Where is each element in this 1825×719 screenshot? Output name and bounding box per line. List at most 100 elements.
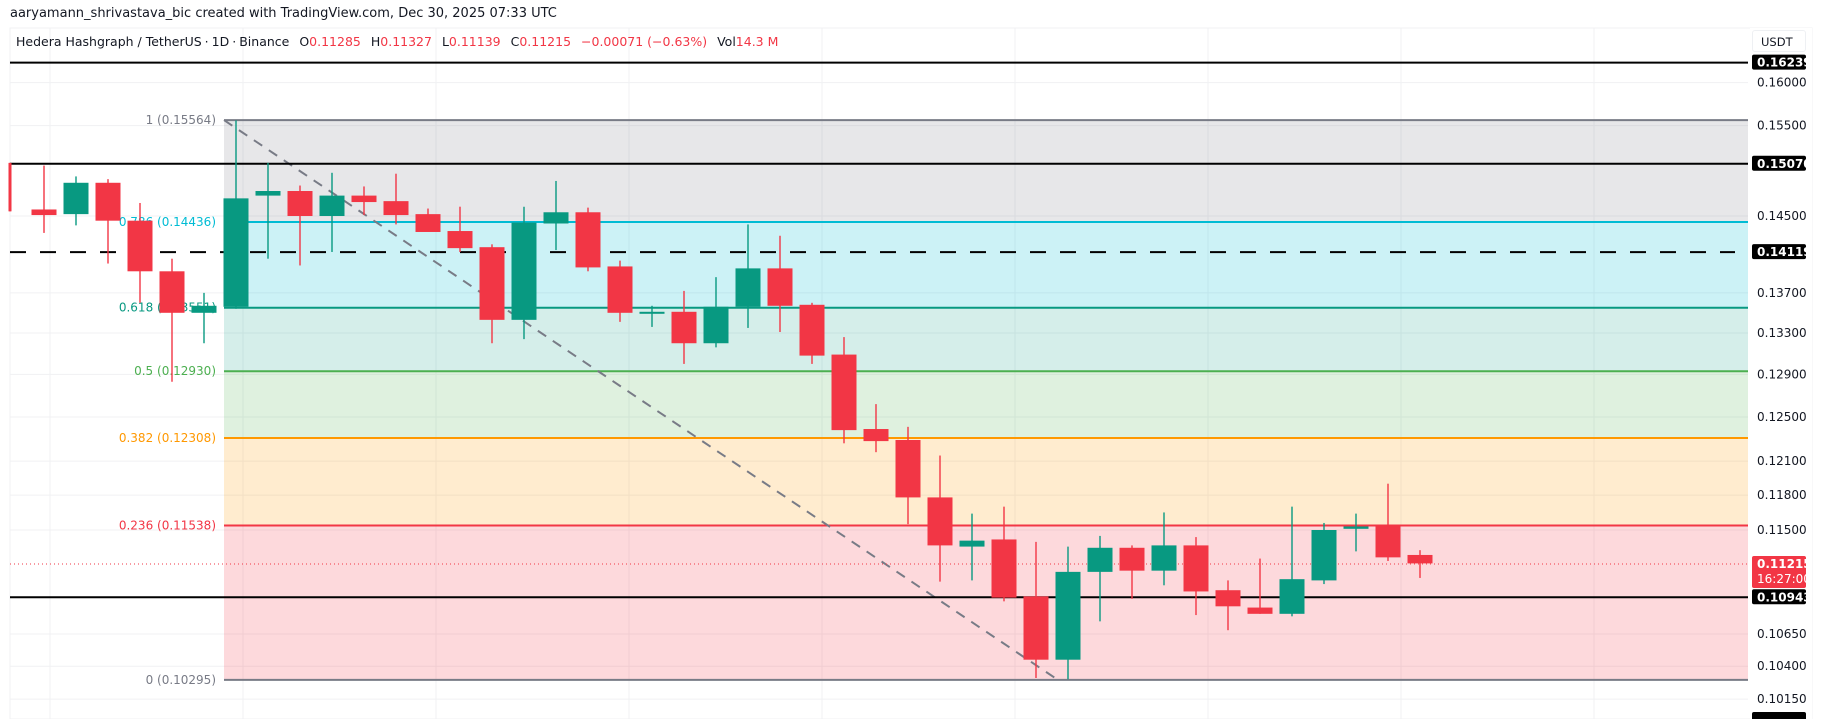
candle-body[interactable] — [63, 182, 89, 215]
price-tick-label: 0.11800 — [1757, 488, 1807, 502]
candle-body[interactable] — [607, 266, 633, 313]
candle-body[interactable] — [191, 305, 217, 313]
candle-body[interactable] — [287, 191, 313, 216]
candle-body[interactable] — [127, 220, 153, 272]
candle-body[interactable] — [447, 231, 473, 249]
fib-zone — [224, 438, 1748, 526]
candle-body[interactable] — [895, 440, 921, 498]
price-label-text: 0.15070 — [1757, 157, 1812, 171]
price-label-text: 0.14119 — [1757, 245, 1812, 259]
fib-level-label: 0.236 (0.11538) — [119, 519, 216, 533]
price-tick-label: 0.10150 — [1757, 692, 1807, 706]
candle-body[interactable] — [927, 497, 953, 546]
price-tick-label: 0.10650 — [1757, 627, 1807, 641]
price-label-text: 0.10943 — [1757, 590, 1812, 604]
low-label: L — [441, 34, 449, 49]
candle-body[interactable] — [159, 271, 185, 313]
candle-body[interactable] — [1375, 526, 1401, 558]
price-label-badge-clipped — [1752, 712, 1806, 719]
price-label-text: 0.11215 — [1757, 557, 1812, 571]
fib-zone — [224, 307, 1748, 372]
candle-body[interactable] — [223, 198, 249, 307]
price-label-badge — [1752, 155, 1806, 171]
price-tick-label: 0.12900 — [1757, 367, 1807, 381]
price-label-text: 0.16239 — [1757, 56, 1812, 70]
candle-body[interactable] — [799, 304, 825, 356]
candle-body[interactable] — [351, 195, 377, 203]
exchange: Binance — [239, 34, 290, 49]
candle-body[interactable] — [95, 182, 121, 221]
chart-frame — [9, 27, 1813, 719]
candle-body[interactable] — [479, 247, 505, 320]
candle-body[interactable] — [415, 214, 441, 232]
price-tick-label: 0.12500 — [1757, 410, 1807, 424]
fib-level-label: 0.382 (0.12308) — [119, 431, 216, 445]
price-tick-label: 0.15500 — [1757, 119, 1807, 133]
candle-body[interactable] — [575, 212, 601, 268]
candle-body[interactable] — [1247, 607, 1273, 614]
candle-body[interactable] — [1183, 545, 1209, 592]
candle-body[interactable] — [671, 311, 697, 344]
close-value: 0.11215 — [519, 34, 572, 49]
fib-zone — [224, 221, 1748, 308]
fib-level-label: 0 (0.10295) — [146, 673, 216, 687]
candle-body[interactable] — [255, 191, 281, 196]
symbol-legend: Hedera Hashgraph / TetherUS · 1D · Binance O… — [16, 34, 779, 49]
candle-body[interactable] — [831, 354, 857, 431]
candle-body[interactable] — [863, 429, 889, 442]
high-value: 0.11327 — [380, 34, 432, 49]
open-label: O — [299, 34, 310, 49]
candle-body[interactable] — [1215, 590, 1241, 607]
price-label-badge — [1752, 244, 1806, 260]
symbol-name[interactable]: Hedera Hashgraph / TetherUS — [16, 34, 202, 49]
candle-body[interactable] — [31, 209, 57, 216]
volume-value: 14.3 M — [735, 34, 779, 49]
candle-body[interactable] — [991, 539, 1017, 598]
candle-body[interactable] — [543, 212, 569, 224]
price-tick-label: 0.14500 — [1757, 209, 1807, 223]
candle-body[interactable] — [1151, 545, 1177, 571]
fib-zone — [224, 371, 1748, 439]
candle-body[interactable] — [1055, 571, 1081, 660]
open-value: 0.11285 — [309, 34, 361, 49]
price-label-badge — [1752, 54, 1806, 70]
low-value: 0.11139 — [448, 34, 501, 49]
candle-body[interactable] — [767, 268, 793, 306]
chart-credit: aaryamann_shrivastava_bic created with T… — [10, 6, 557, 21]
candle-body[interactable] — [1119, 547, 1145, 571]
candle-body[interactable] — [8, 162, 12, 212]
candle-body[interactable] — [383, 201, 409, 216]
candle-body[interactable] — [1343, 526, 1369, 529]
candle-body[interactable] — [735, 268, 761, 307]
price-tick-label: 0.12100 — [1757, 454, 1807, 468]
volume-label: Vol — [717, 34, 736, 49]
candle-body[interactable] — [511, 222, 537, 320]
candle-body[interactable] — [1279, 579, 1305, 614]
close-label: C — [510, 34, 520, 49]
price-label-badge — [1752, 589, 1806, 605]
countdown-timer: 16:27:00 — [1757, 572, 1811, 586]
interval[interactable]: 1D — [211, 34, 230, 49]
candle-body[interactable] — [703, 306, 729, 344]
candle-body[interactable] — [1407, 554, 1433, 564]
candle-body[interactable] — [959, 540, 985, 547]
candle-body[interactable] — [319, 195, 345, 216]
fib-trend-line — [223, 119, 1059, 681]
price-tick-label: 0.13300 — [1757, 326, 1807, 340]
price-tick-label: 0.16000 — [1757, 76, 1807, 90]
change-value: −0.00071 (−0.63%) — [581, 34, 708, 49]
candle-body[interactable] — [1023, 596, 1049, 660]
candle-body[interactable] — [1311, 529, 1337, 581]
currency-unit-button[interactable]: USDT — [1752, 30, 1806, 52]
price-tick-label: 0.13700 — [1757, 286, 1807, 300]
price-label-badge — [1752, 555, 1806, 588]
fib-zone — [224, 525, 1748, 680]
fib-level-label: 1 (0.15564) — [146, 113, 216, 127]
fib-zone — [224, 120, 1748, 222]
price-tick-label: 0.10400 — [1757, 659, 1807, 673]
fib-level-label: 0.5 (0.12930) — [134, 364, 216, 378]
candle-body[interactable] — [1087, 547, 1113, 572]
candle-body[interactable] — [639, 311, 665, 314]
high-label: H — [370, 34, 381, 49]
